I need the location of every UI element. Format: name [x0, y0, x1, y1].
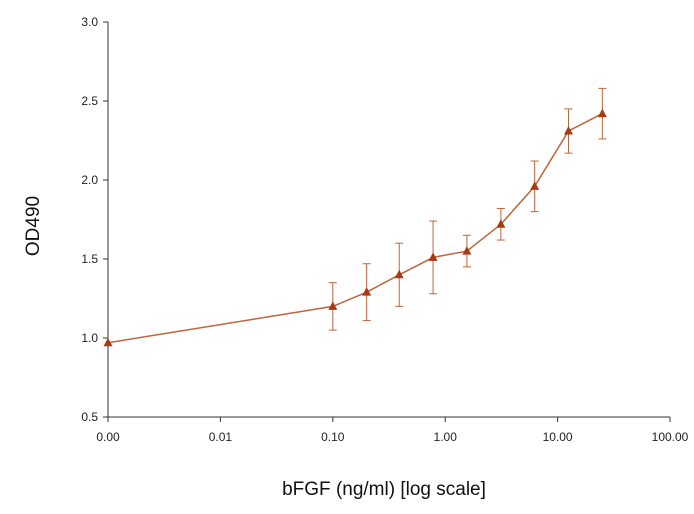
- y-axis-title: OD490: [23, 196, 44, 256]
- series-line: [107, 112, 603, 344]
- x-tick-label: 100.00: [652, 430, 689, 444]
- x-axis-title: bFGF (ng/ml) [log scale]: [282, 479, 486, 500]
- y-tick-label: 3.0: [81, 15, 98, 29]
- data-point-marker: [394, 269, 404, 279]
- y-tick-label: 0.5: [81, 410, 98, 424]
- data-point-marker: [462, 246, 472, 255]
- x-axis-ticks: 0.00 0.01 0.10 1.00 10.00 100.00: [96, 417, 689, 444]
- data-point-marker: [530, 181, 540, 190]
- x-tick-label: 0.00: [96, 430, 120, 444]
- data-point-marker: [597, 108, 607, 118]
- data-point-marker: [496, 219, 506, 228]
- data-point-marker: [328, 301, 338, 310]
- y-tick-label: 1.0: [81, 331, 98, 345]
- plot-area: 0.5 1.0 1.5 2.0 2.5 3.0 0.00 0.01 0.10 1.00 10.00…: [81, 15, 688, 444]
- y-tick-label: 2.5: [81, 94, 98, 108]
- x-tick-label: 10.00: [543, 430, 573, 444]
- y-axis-ticks: 0.5 1.0 1.5 2.0 2.5 3.0: [81, 15, 108, 424]
- data-point-marker: [362, 287, 372, 296]
- data-point-marker: [103, 337, 113, 347]
- x-tick-label: 1.00: [434, 430, 458, 444]
- x-tick-label: 0.01: [209, 430, 233, 444]
- series-layer: [103, 87, 607, 347]
- x-tick-label: 0.10: [321, 430, 345, 444]
- data-point-marker: [563, 126, 573, 135]
- y-tick-label: 2.0: [81, 173, 98, 187]
- y-tick-label: 1.5: [81, 252, 98, 266]
- data-point-marker: [428, 252, 438, 261]
